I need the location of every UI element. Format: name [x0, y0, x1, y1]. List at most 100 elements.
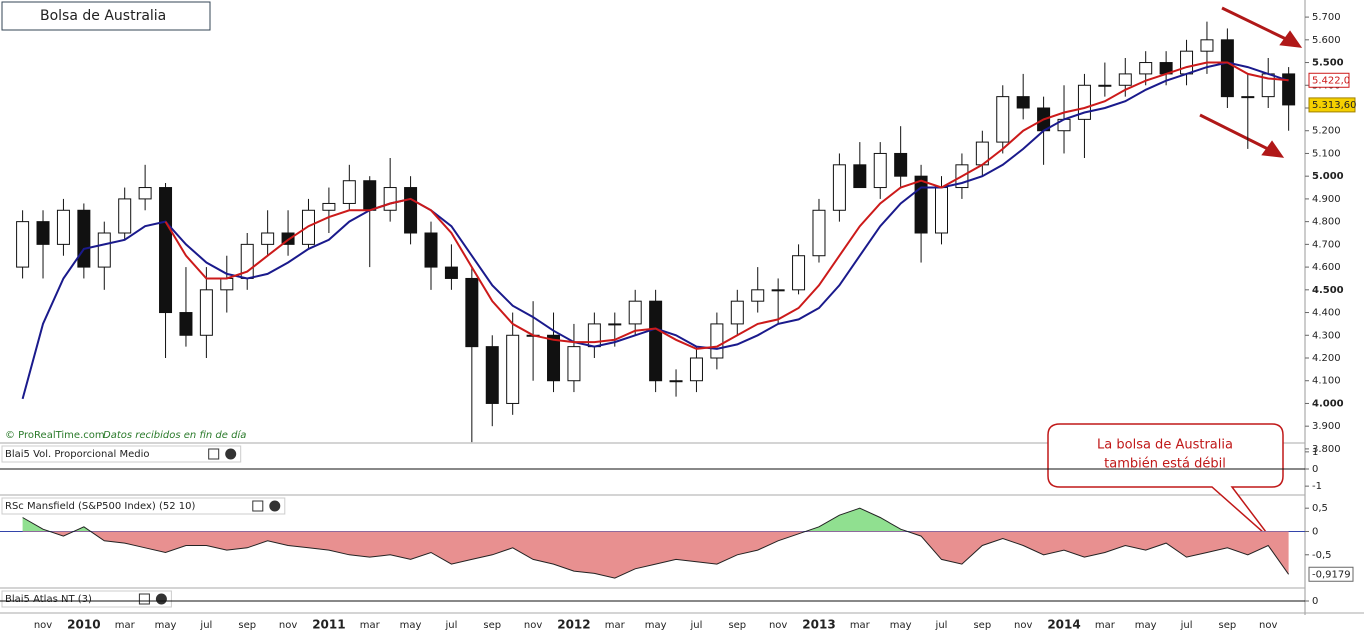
- x-tick-label: nov: [524, 620, 542, 631]
- candle-body: [485, 346, 499, 404]
- candle-body: [812, 209, 826, 257]
- moving-average: [164, 61, 1289, 350]
- candle-body: [935, 187, 948, 234]
- y-tick-label: 0: [1312, 464, 1318, 475]
- candle-body: [138, 187, 152, 200]
- x-tick-label: jul: [444, 620, 457, 631]
- candle-body: [567, 346, 581, 382]
- title-box: Bolsa de Australia: [1, 1, 211, 31]
- candle-body: [36, 221, 50, 245]
- candle-body: [996, 96, 1010, 143]
- panel-close[interactable]: [155, 593, 167, 605]
- x-tick-label: 2014: [1047, 618, 1080, 632]
- candle-body: [853, 164, 867, 189]
- last-value: -0,9179: [1312, 569, 1351, 580]
- y-tick-label: 0,5: [1312, 503, 1328, 514]
- title-frame: [1, 1, 211, 31]
- panel-close[interactable]: [269, 500, 281, 512]
- candle-body: [118, 198, 132, 234]
- y-tick-label: 4.400: [1312, 308, 1341, 319]
- x-tick-label: nov: [279, 620, 297, 631]
- candle-body: [894, 152, 908, 177]
- panel-icon[interactable]: [138, 593, 150, 605]
- panel-title-box: [1, 590, 172, 608]
- last-value: 5.313,60: [1312, 100, 1357, 111]
- x-tick-label: may: [645, 620, 667, 631]
- panel-close[interactable]: [225, 448, 237, 460]
- y-tick-label: 5.600: [1312, 35, 1341, 46]
- candle-body: [1118, 73, 1132, 86]
- y-tick-label: 4.900: [1312, 194, 1341, 205]
- candle-body: [179, 312, 193, 336]
- positive-area: [22, 508, 907, 531]
- x-tick-label: jul: [690, 620, 703, 631]
- panel-title-box: [1, 497, 286, 515]
- candle-body: [689, 357, 703, 382]
- x-tick-label: mar: [605, 620, 626, 631]
- arrowhead: [1261, 140, 1285, 158]
- candle-body: [628, 300, 642, 325]
- candle-body: [1098, 84, 1112, 87]
- x-tick-label: may: [1135, 620, 1157, 631]
- y-tick-label: 4.100: [1312, 376, 1341, 387]
- negative-area: [22, 531, 1289, 579]
- candle-body: [608, 323, 622, 326]
- panel-title: RSc Mansfield (S&P500 Index) (52 10): [5, 501, 196, 512]
- candle-body: [771, 289, 785, 292]
- x-tick-label: sep: [728, 620, 746, 631]
- x-tick-label: nov: [1014, 620, 1032, 631]
- arrow: [1199, 113, 1271, 152]
- credit: © ProRealTime.com: [5, 430, 105, 441]
- candle-body: [587, 323, 601, 348]
- y-tick-label: 5.000: [1312, 171, 1344, 182]
- candle-body: [16, 221, 30, 268]
- last-value-box: [1308, 566, 1354, 582]
- y-tick-label: 4.500: [1312, 285, 1344, 296]
- y-tick-label: 1: [1312, 447, 1318, 458]
- candle-body: [1282, 73, 1296, 106]
- candle-body: [199, 289, 213, 336]
- x-tick-label: sep: [238, 620, 256, 631]
- x-tick-label: mar: [360, 620, 381, 631]
- panel-header: RSc Mansfield (S&P500 Index) (52 10): [1, 497, 286, 515]
- indicator-line: [22, 507, 1290, 579]
- last-value-box: [1308, 97, 1356, 113]
- candle-body: [751, 289, 765, 302]
- x-tick-label: sep: [1219, 620, 1237, 631]
- candle-body: [77, 209, 91, 268]
- panel-title: Blai5 Atlas NT (3): [5, 594, 92, 605]
- candle-body: [1220, 39, 1234, 98]
- last-value: 5.422,0: [1312, 75, 1350, 86]
- candle-body: [506, 334, 520, 404]
- candle-body: [363, 180, 377, 211]
- candle-body: [97, 232, 111, 268]
- y-tick-label: 4.800: [1312, 217, 1341, 228]
- candle-body: [220, 277, 234, 291]
- x-tick-label: 2011: [312, 618, 345, 632]
- callout-text: La bolsa de Australia: [1097, 438, 1233, 453]
- arrow: [1221, 6, 1289, 42]
- panel-icon[interactable]: [208, 448, 220, 460]
- candle-body: [159, 187, 173, 314]
- credit-note: Datos recibidos en fin de día: [103, 429, 246, 441]
- x-tick-label: may: [890, 620, 912, 631]
- x-tick-label: jul: [199, 620, 212, 631]
- x-tick-label: 2010: [67, 618, 100, 632]
- y-tick-label: 0: [1312, 596, 1318, 607]
- panel-title: Blai5 Vol. Proporcional Medio: [5, 449, 149, 460]
- x-tick-label: 2013: [802, 618, 835, 632]
- y-tick-label: 3.800: [1312, 444, 1341, 455]
- x-tick-label: mar: [850, 620, 871, 631]
- panel-icon[interactable]: [252, 500, 264, 512]
- panel-title-box: [1, 445, 242, 463]
- x-tick-label: jul: [935, 620, 948, 631]
- candle-body: [547, 334, 561, 382]
- y-tick-label: 4.700: [1312, 239, 1341, 250]
- candle-body: [710, 323, 724, 359]
- x-tick-label: 2012: [557, 618, 590, 632]
- x-tick-label: sep: [973, 620, 991, 631]
- y-tick-label: 3.900: [1312, 421, 1341, 432]
- candle-body: [669, 380, 683, 383]
- candle-body: [792, 255, 806, 291]
